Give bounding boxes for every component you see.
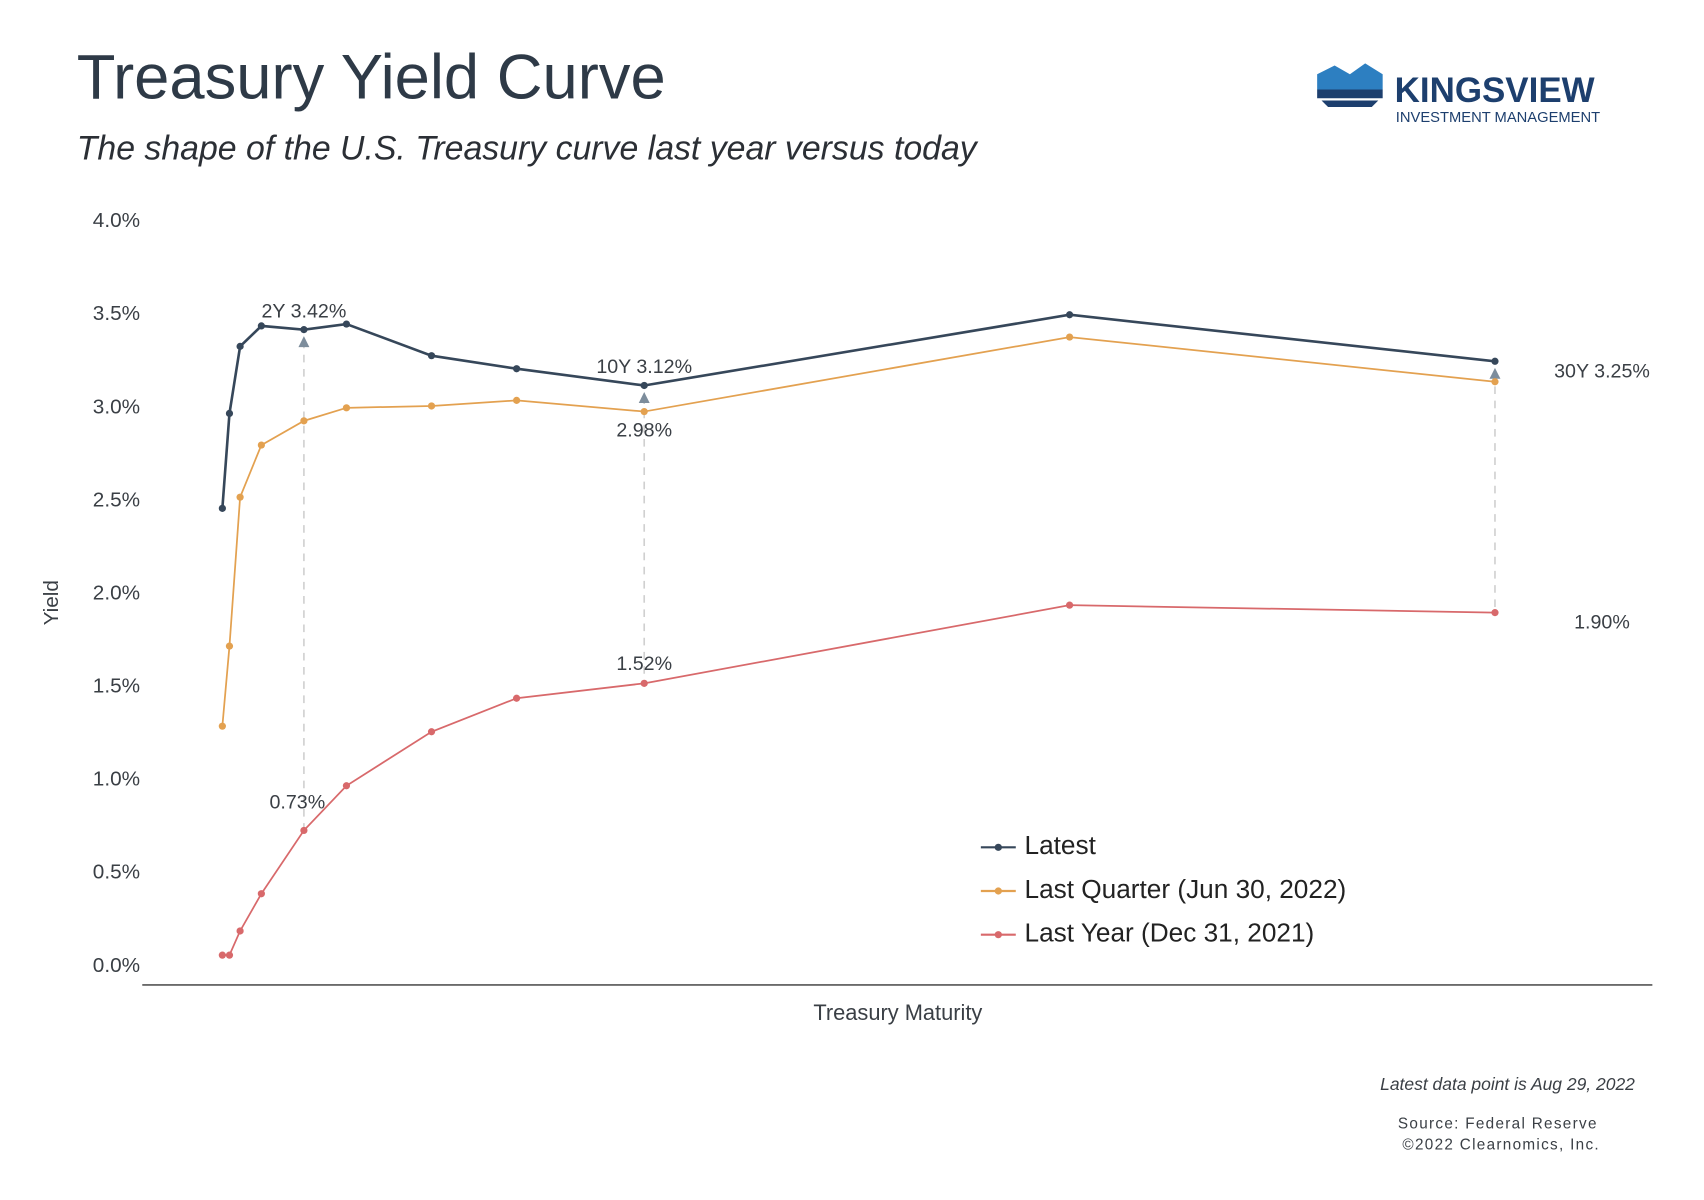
point xyxy=(342,320,351,328)
point xyxy=(342,782,351,790)
point xyxy=(512,396,521,404)
y-axis-label: Yield xyxy=(40,580,63,625)
logo-crown-base xyxy=(1317,89,1383,99)
point xyxy=(1065,601,1074,609)
y-tick-label: 3.5% xyxy=(93,302,140,325)
point xyxy=(257,322,265,330)
point xyxy=(225,409,234,418)
point xyxy=(512,365,521,373)
marker-triangle xyxy=(638,392,650,403)
chart-subtitle: The shape of the U.S. Treasury curve las… xyxy=(77,130,979,168)
data-label: 1.52% xyxy=(616,653,672,675)
data-label: 10Y 3.12% xyxy=(596,356,692,378)
marker-triangle xyxy=(1489,367,1501,379)
logo: KINGSVIEW INVESTMENT MANAGEMENT xyxy=(1317,63,1600,126)
y-tick-label: 2.5% xyxy=(93,488,140,511)
point xyxy=(342,404,351,412)
brand: KINGSVIEW xyxy=(1395,71,1595,110)
chart-title: Treasury Yield Curve xyxy=(77,43,666,113)
point xyxy=(1065,333,1074,341)
data-label: 2Y 3.42% xyxy=(261,300,346,322)
point xyxy=(236,493,244,501)
point xyxy=(218,722,226,730)
point xyxy=(236,342,244,350)
copyright: ©2022 Clearnomics, Inc. xyxy=(1402,1136,1600,1153)
point xyxy=(1065,311,1074,319)
x-axis-label: Treasury Maturity xyxy=(813,1000,982,1025)
legend-marker xyxy=(994,843,1002,851)
point xyxy=(640,407,648,416)
brand-subtitle: INVESTMENT MANAGEMENT xyxy=(1396,110,1600,126)
y-tick-label: 1.5% xyxy=(93,675,140,698)
y-tick-label: 3.0% xyxy=(93,395,140,418)
series-line xyxy=(221,336,1496,727)
point xyxy=(427,728,436,736)
legend-label: Last Quarter (Jun 30, 2022) xyxy=(1025,874,1347,904)
point xyxy=(640,679,648,687)
point xyxy=(300,417,308,425)
legend-marker xyxy=(994,887,1002,895)
point xyxy=(1491,609,1499,617)
point xyxy=(225,642,234,650)
y-tick-label: 1.0% xyxy=(93,768,140,791)
point xyxy=(1491,378,1499,386)
data-label: 0.73% xyxy=(270,791,326,813)
note: Latest data point is Aug 29, 2022 xyxy=(1380,1074,1635,1094)
series-line xyxy=(221,313,1496,509)
point xyxy=(427,402,436,410)
data-label: 2.98% xyxy=(616,419,672,441)
point xyxy=(257,890,265,898)
point xyxy=(225,951,234,959)
point xyxy=(300,826,308,835)
data-label: 1.90% xyxy=(1574,612,1630,634)
point xyxy=(257,441,265,449)
marker-triangle xyxy=(298,336,310,348)
legend-label: Latest xyxy=(1025,830,1097,860)
point xyxy=(236,927,244,935)
point xyxy=(218,504,226,512)
legend-label: Last Year (Dec 31, 2021) xyxy=(1025,918,1315,948)
logo-crown xyxy=(1317,63,1383,90)
logo-crown-foot xyxy=(1321,100,1379,108)
point xyxy=(218,951,226,959)
point xyxy=(300,326,308,334)
point xyxy=(1491,357,1499,365)
data-label: 30Y 3.25% xyxy=(1554,360,1650,382)
legend-marker xyxy=(994,931,1002,939)
point xyxy=(512,694,521,702)
source: Source: Federal Reserve xyxy=(1398,1116,1598,1133)
y-tick-label: 0.5% xyxy=(93,861,140,884)
y-tick-label: 4.0% xyxy=(93,209,140,232)
point xyxy=(427,352,436,360)
y-tick-label: 0.0% xyxy=(93,954,140,977)
y-tick-label: 2.0% xyxy=(93,581,140,604)
point xyxy=(640,381,648,390)
